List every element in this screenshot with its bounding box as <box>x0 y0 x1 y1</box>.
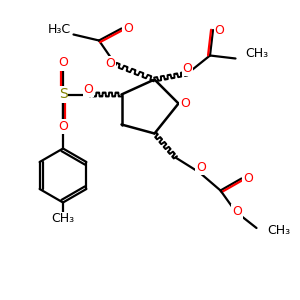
Text: CH₃: CH₃ <box>51 212 75 226</box>
Text: H₃C: H₃C <box>47 22 70 36</box>
Text: O: O <box>183 61 192 75</box>
Text: O: O <box>196 160 206 174</box>
Text: O: O <box>180 97 190 110</box>
Text: O: O <box>105 56 115 70</box>
Text: CH₃: CH₃ <box>267 224 290 238</box>
Text: O: O <box>215 23 224 37</box>
Text: O: O <box>232 205 242 218</box>
Text: S: S <box>58 88 68 101</box>
Text: O: O <box>123 22 133 35</box>
Text: O: O <box>58 56 68 70</box>
Text: CH₃: CH₃ <box>245 46 268 60</box>
Text: O: O <box>243 172 253 185</box>
Text: O: O <box>58 119 68 133</box>
Text: O: O <box>84 82 93 96</box>
